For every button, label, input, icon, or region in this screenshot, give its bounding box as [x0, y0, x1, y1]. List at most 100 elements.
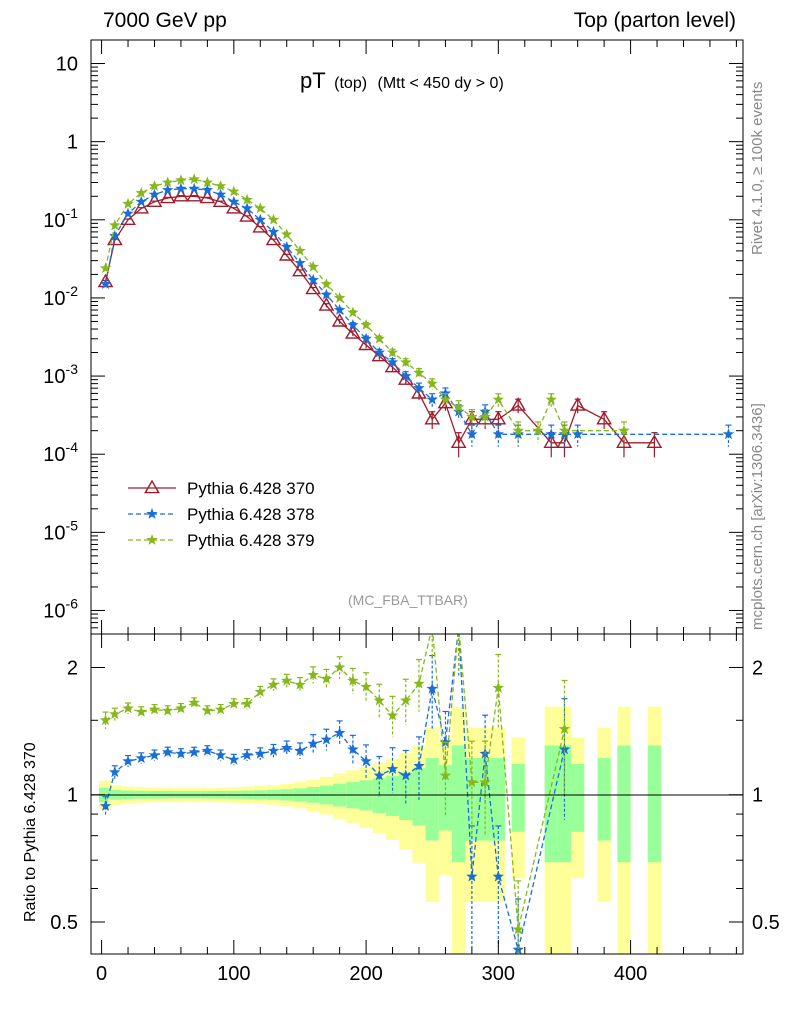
ratio-data-point [439, 769, 452, 781]
band-inner [511, 763, 525, 832]
data-point [532, 424, 544, 436]
series-line [104, 178, 624, 432]
ratio-data-point [228, 697, 240, 709]
ratio-data-point [228, 753, 240, 765]
series-379 [99, 173, 630, 443]
plot-title-sub2: (Mtt < 450 dy > 0) [378, 75, 504, 92]
ratio-data-point [360, 680, 372, 692]
band-inner [372, 778, 386, 813]
data-point [558, 424, 571, 436]
ratio-data-point [135, 752, 147, 764]
band-inner [491, 758, 505, 841]
data-point [307, 260, 319, 272]
ratio-data-point [281, 674, 293, 686]
ratio-y-tick-label-right: 0.5 [752, 912, 780, 934]
ratio-data-point [162, 704, 174, 716]
ratio-data-point [188, 696, 200, 708]
data-point [99, 262, 112, 274]
ratio-data-point [320, 733, 333, 745]
ratio-data-point [427, 621, 438, 632]
data-point [133, 200, 150, 214]
band-inner [425, 758, 439, 841]
ratio-data-point [214, 749, 227, 761]
ratio-y-tick-label: 0.5 [50, 912, 78, 934]
data-point [201, 184, 214, 195]
ratio-data-point [254, 747, 266, 759]
data-point [254, 202, 266, 214]
data-point [212, 193, 229, 208]
data-point [479, 410, 491, 422]
x-tick-label: 400 [614, 963, 647, 985]
data-point [109, 219, 121, 231]
ratio-data-point [188, 746, 200, 758]
band-inner [617, 745, 631, 863]
ratio-data-point [162, 746, 174, 758]
data-point [384, 358, 401, 373]
data-point [320, 278, 333, 289]
data-point [333, 291, 346, 303]
ratio-data-point [426, 682, 438, 694]
data-point [281, 228, 293, 240]
data-point [616, 434, 632, 448]
ratio-data-point [267, 678, 280, 690]
ratio-plot-frame [90, 633, 744, 955]
legend-star-icon [146, 508, 158, 519]
data-point [228, 185, 240, 197]
data-point [569, 397, 586, 411]
data-point [106, 231, 123, 246]
legend: Pythia 6.428 370 Pythia 6.428 378 Pythia 6… [128, 479, 315, 550]
band-inner [597, 758, 611, 841]
data-point [437, 394, 454, 409]
ratio-data-point [201, 744, 214, 756]
y-tick-label: 10-5 [43, 517, 78, 544]
data-point [347, 306, 359, 318]
header-left: 7000 GeV pp [103, 9, 227, 32]
ratio-data-point [122, 702, 134, 714]
data-point [618, 424, 630, 436]
series-378 [99, 182, 735, 447]
data-point [305, 280, 322, 295]
ratio-data-point [148, 749, 161, 761]
x-tick-label: 200 [349, 963, 382, 985]
data-point [545, 393, 557, 405]
ratio-data-point [99, 800, 112, 811]
ratio-data-point [373, 694, 385, 706]
data-point [373, 346, 385, 358]
data-point [239, 208, 255, 222]
ratio-data-point [267, 744, 280, 756]
data-point [122, 207, 134, 219]
ratio-y-tick-label: 1 [67, 785, 78, 807]
data-point [543, 434, 560, 448]
data-point [411, 384, 427, 399]
ratio-data-point [214, 703, 227, 715]
y-tick-label: 10-6 [43, 595, 78, 622]
data-point [241, 193, 253, 205]
data-point [463, 410, 480, 425]
data-point [358, 336, 374, 351]
data-point [490, 410, 507, 425]
ratio-data-point [400, 769, 412, 781]
ratio-data-point [175, 702, 187, 714]
ratio-data-point [453, 621, 464, 632]
data-point [545, 428, 557, 440]
ratio-data-point [135, 705, 147, 717]
data-point [241, 202, 253, 214]
ratio-data-point [201, 704, 214, 716]
data-point [228, 195, 240, 207]
band-inner [571, 763, 585, 832]
data-point [344, 325, 361, 339]
data-point [214, 188, 227, 200]
data-point [99, 278, 112, 289]
legend-triangle-icon [144, 479, 160, 494]
x-tick-label: 0 [96, 963, 107, 985]
x-tick-label: 300 [482, 963, 515, 985]
ratio-data-point [294, 744, 306, 756]
data-point [400, 370, 412, 381]
legend-entry: Pythia 6.428 370 [128, 479, 315, 498]
ratio-data-point [307, 737, 319, 749]
ratio-data-point [254, 686, 266, 697]
ratio-y-tick-label-right: 1 [752, 785, 763, 807]
x-tick-label: 100 [217, 963, 250, 985]
data-point [186, 187, 203, 202]
data-point [426, 393, 438, 405]
